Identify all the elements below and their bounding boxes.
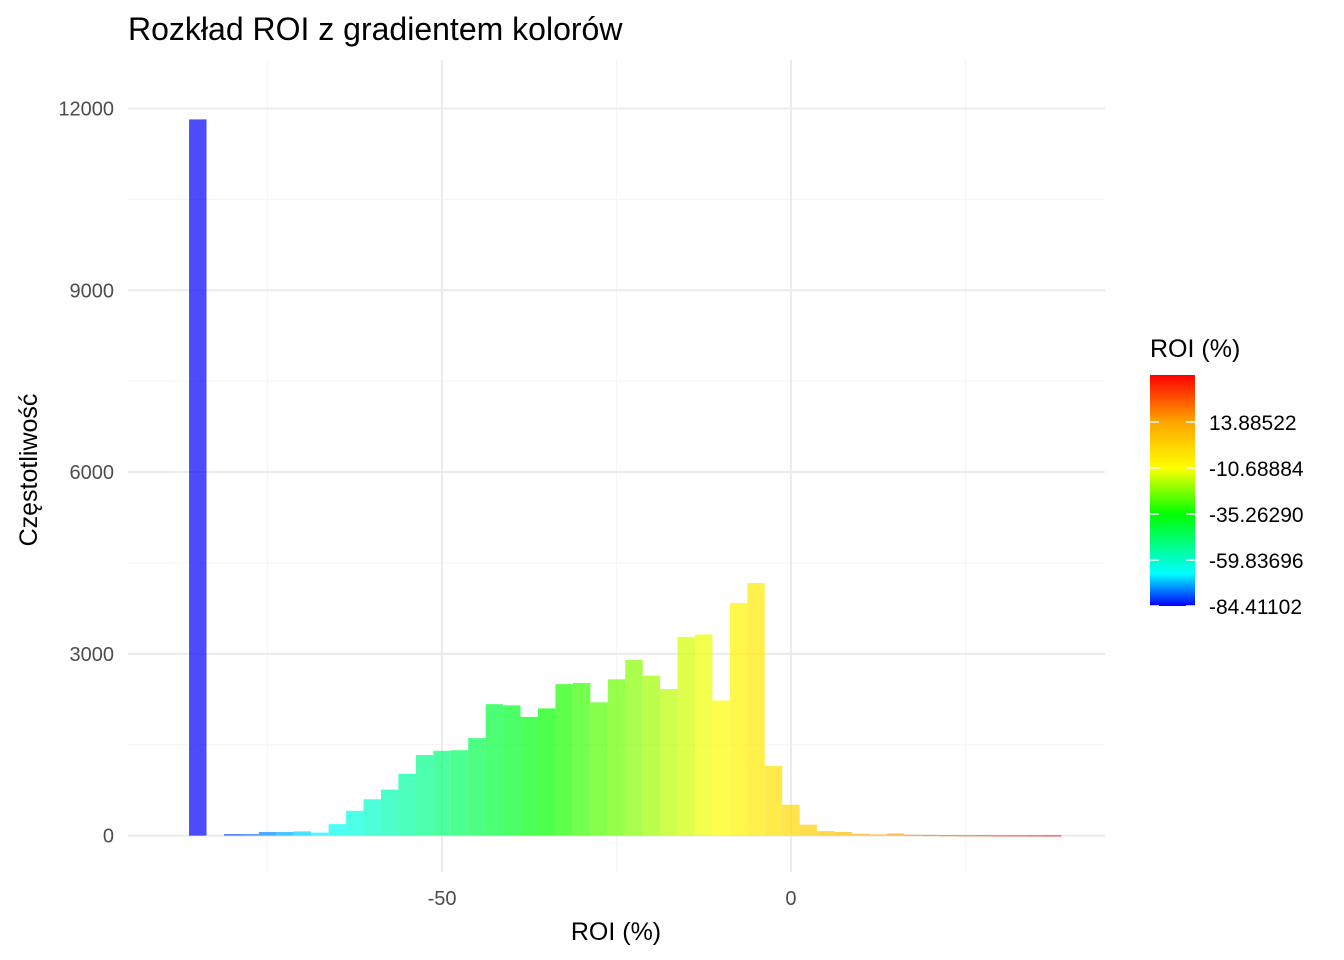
histogram-bar: [1026, 835, 1044, 837]
y-tick-label: 6000: [70, 462, 115, 484]
histogram-bar: [869, 834, 887, 836]
histogram-bar: [677, 636, 696, 836]
histogram-bar: [293, 831, 312, 836]
histogram-bar: [363, 799, 381, 836]
histogram-bar: [729, 602, 748, 836]
histogram-bar: [991, 835, 1010, 837]
legend-break-label: -84.41102: [1209, 596, 1302, 619]
histogram-bar: [956, 835, 975, 837]
histogram-bar: [189, 119, 207, 836]
histogram-bars: [189, 119, 1062, 837]
histogram-bar: [555, 684, 573, 836]
y-tick-label: 9000: [70, 280, 115, 302]
legend-breaks: 13.88522 -10.68884 -35.26290 -59.83696 -84.4…: [1150, 412, 1304, 619]
histogram-bar: [450, 750, 469, 836]
y-tick-label: 0: [103, 826, 114, 848]
x-tick-label: -50: [428, 888, 457, 910]
y-axis-tick-labels: 0 3000 6000 9000 12000: [58, 98, 114, 847]
histogram-bar: [380, 789, 399, 836]
histogram-bar: [625, 659, 643, 836]
histogram-bar: [695, 634, 713, 836]
histogram-bar: [276, 832, 294, 836]
histogram-bar: [433, 750, 451, 836]
histogram-bar: [939, 835, 957, 837]
histogram-bar: [921, 834, 940, 837]
y-tick-label: 12000: [58, 98, 114, 120]
histogram-bar: [782, 804, 800, 836]
histogram-bar: [520, 716, 538, 836]
histogram-bar: [642, 675, 661, 836]
legend-title: ROI (%): [1150, 335, 1240, 363]
x-tick-label: 0: [785, 888, 796, 910]
histogram-bar: [1043, 835, 1062, 837]
histogram-bar: [468, 738, 486, 836]
histogram-bar: [904, 834, 922, 836]
histogram-bar: [799, 824, 818, 836]
y-axis-label: Częstotliwość: [15, 394, 43, 547]
legend-colorbar: [1150, 375, 1195, 606]
histogram-bar: [1009, 835, 1027, 837]
legend-break-label: -10.68884: [1209, 458, 1304, 481]
legend-break-label: 13.88522: [1209, 412, 1297, 435]
histogram-bar: [503, 705, 521, 836]
x-axis-label: ROI (%): [571, 918, 661, 946]
histogram-bar: [572, 682, 591, 836]
histogram-bar: [258, 832, 277, 836]
histogram-bar: [817, 831, 835, 836]
histogram-bar: [764, 765, 783, 836]
major-gridlines: [128, 60, 1105, 872]
legend-break-label: -59.83696: [1209, 550, 1304, 573]
histogram-bar: [398, 773, 416, 836]
minor-gridlines: [128, 60, 1105, 872]
histogram-bar: [537, 708, 556, 836]
histogram-bar: [886, 833, 905, 836]
histogram-bar: [241, 834, 259, 836]
histogram-bar: [747, 582, 765, 836]
histogram-bar: [311, 832, 329, 836]
histogram-bar: [660, 688, 678, 836]
histogram-bar: [223, 834, 242, 836]
histogram-bar: [852, 833, 870, 836]
histogram-bar: [712, 700, 730, 836]
histogram-bar: [346, 810, 364, 836]
histogram-bar: [834, 832, 853, 836]
y-tick-label: 3000: [70, 644, 115, 666]
histogram-bar: [590, 702, 608, 836]
x-axis-tick-labels: -50 0: [428, 888, 797, 910]
histogram-bar: [415, 755, 434, 836]
legend-break-label: -35.26290: [1209, 504, 1304, 527]
histogram-bar: [328, 824, 347, 836]
color-legend: ROI (%) 13.88522 -10.68884 -35.26290 -59.83…: [1150, 335, 1304, 619]
histogram-bar: [607, 679, 626, 836]
histogram-bar: [485, 704, 504, 836]
chart-title: Rozkład ROI z gradientem kolorów: [128, 11, 623, 47]
histogram-bar: [974, 835, 992, 837]
